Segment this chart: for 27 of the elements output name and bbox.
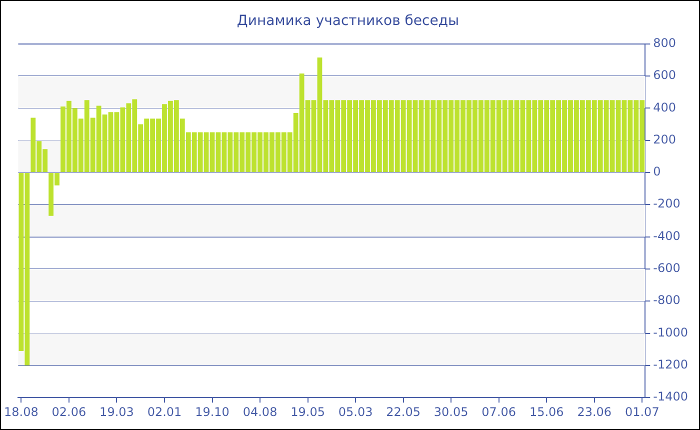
chart-title: Динамика участников беседы xyxy=(236,13,460,30)
x-tick-label: 19.05 xyxy=(290,404,325,419)
x-tick-label: 04.08 xyxy=(242,404,278,419)
x-tick-label: 30.05 xyxy=(434,404,468,419)
y-tick-label: -800 xyxy=(653,293,680,308)
x-tick-label: 02.06 xyxy=(52,404,86,419)
y-tick-label: -1400 xyxy=(653,390,688,404)
x-tick-label: 15.06 xyxy=(529,404,564,419)
y-tick-label: 0 xyxy=(653,164,661,179)
y-tick-label: -1000 xyxy=(653,325,688,340)
y-tick-label: 600 xyxy=(653,68,676,82)
x-tick-label: 19.03 xyxy=(100,404,134,419)
x-tick-label: 19.10 xyxy=(195,404,230,419)
x-tick-label: 22.05 xyxy=(386,404,420,419)
y-tick-label: -600 xyxy=(653,261,680,276)
y-tick-label: 800 xyxy=(653,36,676,50)
y-tick-label: 200 xyxy=(653,132,676,146)
x-tick-label: 05.03 xyxy=(338,404,373,419)
y-tick-label: -200 xyxy=(653,196,680,211)
x-tick-label: 18.08 xyxy=(4,404,38,419)
x-tick-label: 23.06 xyxy=(577,404,612,419)
y-tick-label: -400 xyxy=(653,228,680,243)
x-tick-label: 01.07 xyxy=(624,404,660,419)
y-tick-label: -1200 xyxy=(653,358,688,372)
y-tick-label: 400 xyxy=(653,100,676,114)
x-tick-label: 02.01 xyxy=(147,404,182,419)
x-tick-label: 07.06 xyxy=(482,404,516,419)
